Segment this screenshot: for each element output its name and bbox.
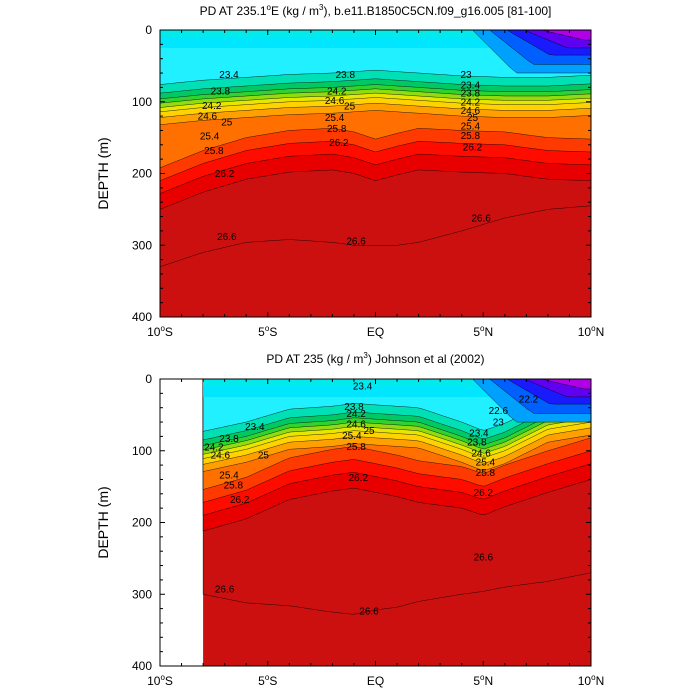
x-tick-label: 10oS <box>147 324 173 339</box>
contour-label: 25 <box>258 451 270 462</box>
contour-label: 25 <box>467 113 479 124</box>
x-tick-label: 10oN <box>578 324 604 339</box>
contour-label: 24.2 <box>202 101 222 112</box>
y-tick-label: 100 <box>132 444 152 458</box>
contour-label: 26.2 <box>474 488 494 499</box>
contour-label: 26.6 <box>217 232 237 243</box>
contour-label: 26.6 <box>215 585 235 596</box>
contour-label: 23.8 <box>344 402 364 413</box>
surface-layer <box>203 379 591 387</box>
contour-label: 23.8 <box>461 89 481 100</box>
contour-label: 23.4 <box>245 422 265 433</box>
density-field <box>202 379 591 666</box>
density-field <box>160 30 591 317</box>
panel-model: 23.423.824.224.62525.425.826.223.824.224… <box>95 3 604 339</box>
contour-label: 26.2 <box>230 495 250 506</box>
x-tick-label: 10oS <box>147 673 173 688</box>
contour-label: 25.4 <box>219 471 239 482</box>
contour-label: 24.6 <box>198 112 218 123</box>
y-axis-label: DEPTH (m) <box>95 137 111 209</box>
contour-label: 24.2 <box>461 97 481 108</box>
contour-label: 24.2 <box>204 443 224 454</box>
contour-label: 23.4 <box>219 70 239 81</box>
contour-label: 22.2 <box>519 395 539 406</box>
x-tick-label: 5oS <box>258 324 277 339</box>
contour-label: 26.6 <box>346 236 366 247</box>
x-tick-label: 5oN <box>473 324 493 339</box>
x-tick-label: 5oN <box>473 673 493 688</box>
contour-label: 24.6 <box>346 420 366 431</box>
x-tick-label: EQ <box>367 674 384 688</box>
contour-label: 24.6 <box>471 448 491 459</box>
y-tick-label: 0 <box>145 23 152 37</box>
contour-label: 25.8 <box>346 442 366 453</box>
contour-label: 26.2 <box>463 143 483 154</box>
contour-label: 25.4 <box>200 132 220 143</box>
contour-label: 25.8 <box>327 124 347 135</box>
contour-label: 25.4 <box>476 458 496 469</box>
chart-title: PD AT 235 (kg / m3) Johnson et al (2002) <box>266 351 484 366</box>
contour-label: 26.2 <box>349 473 369 484</box>
contour-label: 26.2 <box>215 169 235 180</box>
contour-label: 24.6 <box>461 106 481 117</box>
contour-label: 24.6 <box>211 451 231 462</box>
y-tick-label: 200 <box>132 516 152 530</box>
x-tick-label: 10oN <box>578 673 604 688</box>
contour-label: 23 <box>460 70 472 81</box>
contour-label: 23.4 <box>461 81 481 92</box>
contour-label: 23.8 <box>219 434 239 445</box>
contour-label: 23.4 <box>353 382 373 393</box>
y-tick-label: 0 <box>145 372 152 386</box>
x-tick-label: 5oS <box>258 673 277 688</box>
contour-label: 25 <box>363 426 375 437</box>
contour-label: 26.6 <box>471 214 491 225</box>
contour-label: 25.8 <box>224 481 244 492</box>
contour-label: 25.4 <box>342 431 362 442</box>
contour-label: 23.8 <box>467 438 487 449</box>
y-axis-label: DEPTH (m) <box>95 486 111 558</box>
contour-label: 26.6 <box>474 552 494 563</box>
contour-label: 23.4 <box>469 428 489 439</box>
contour-label: 25.8 <box>204 146 224 157</box>
contour-label: 24.2 <box>346 409 366 420</box>
contour-label: 23.8 <box>211 87 231 98</box>
contour-label: 25.8 <box>461 131 481 142</box>
y-tick-label: 400 <box>132 659 152 673</box>
contour-label: 25 <box>344 102 356 113</box>
contour-label: 25 <box>221 117 233 128</box>
contour-label: 26.6 <box>359 606 379 617</box>
chart-title: PD AT 235.1oE (kg / m3), b.e11.B1850C5CN… <box>200 3 552 18</box>
contour-label: 25.8 <box>476 468 496 479</box>
x-tick-label: EQ <box>367 325 384 339</box>
y-tick-label: 300 <box>132 587 152 601</box>
contour-label: 24.2 <box>327 87 347 98</box>
contour-label: 23.8 <box>336 70 356 81</box>
contour-label: 25.4 <box>325 113 345 124</box>
contour-label: 24.6 <box>325 96 345 107</box>
y-tick-label: 200 <box>132 167 152 181</box>
y-tick-label: 400 <box>132 310 152 324</box>
contour-label: 26.2 <box>329 138 349 149</box>
y-tick-label: 100 <box>132 95 152 109</box>
y-tick-label: 300 <box>132 238 152 252</box>
contour-label: 25.4 <box>461 122 481 133</box>
contour-label: 23 <box>493 418 505 429</box>
contour-label: 22.6 <box>489 406 509 417</box>
panel-observed: 23.423.423.824.224.6 2525.425.826.223.824… <box>95 351 604 688</box>
